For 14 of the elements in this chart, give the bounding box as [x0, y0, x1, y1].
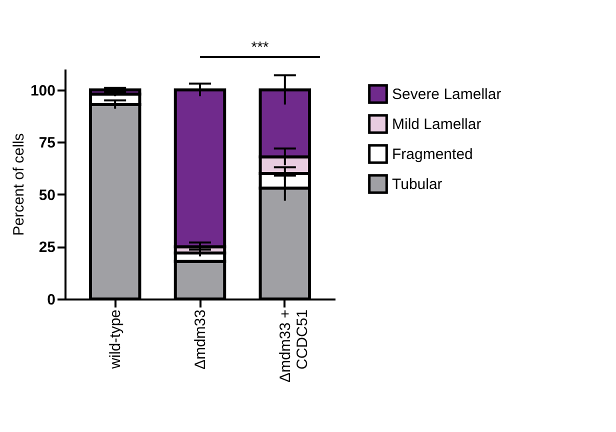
legend-label: Tubular [392, 176, 442, 193]
legend-label: Fragmented [392, 146, 473, 163]
y-tick-label: 75 [38, 134, 56, 152]
x-tick-label: Δmdm33 + CCDC51 [276, 309, 311, 382]
y-axis-title: Percent of cells [10, 133, 28, 236]
y-tick-label: 25 [38, 239, 56, 256]
y-tick-label: 100 [30, 82, 56, 100]
x-tick-label: Δmdm33 [192, 310, 209, 370]
y-tick-label: 50 [38, 186, 56, 204]
text: *** [251, 39, 269, 56]
x-tick-label: wild-type [107, 310, 124, 370]
legend-label: Severe Lamellar [392, 86, 502, 103]
y-tick-label: 0 [47, 292, 56, 308]
legend-label: Mild Lamellar [392, 116, 482, 133]
